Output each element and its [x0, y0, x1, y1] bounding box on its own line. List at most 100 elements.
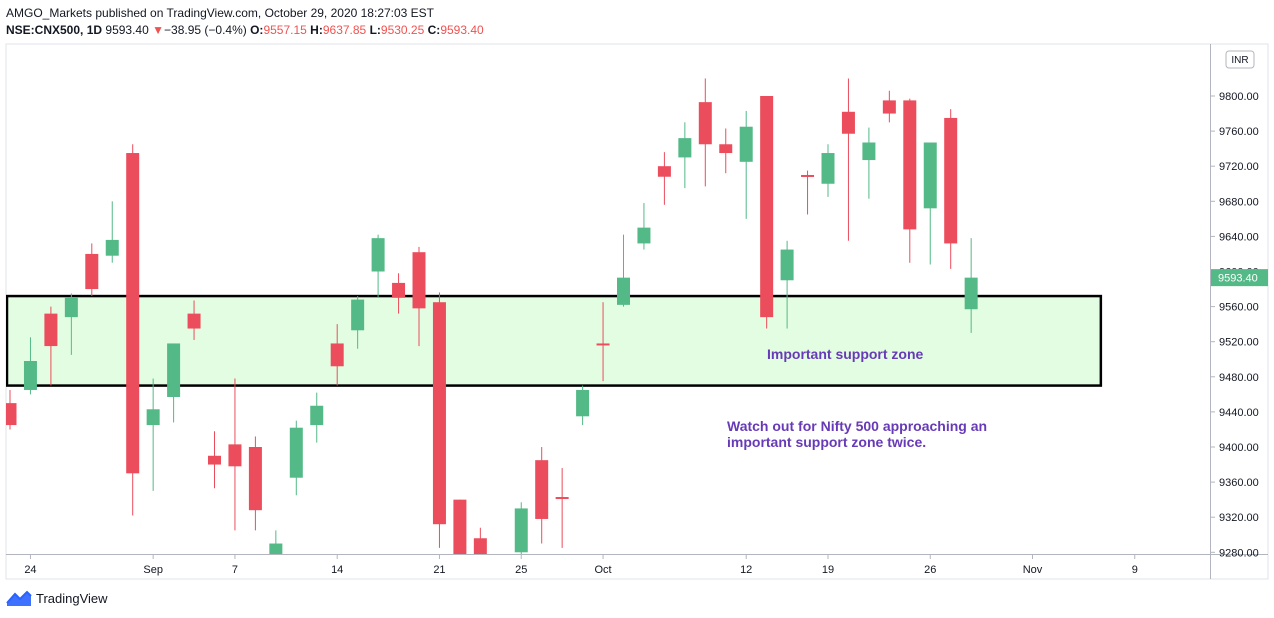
candle[interactable]	[739, 110, 753, 219]
support-zone[interactable]	[6, 294, 1103, 387]
candle[interactable]	[228, 378, 242, 531]
candle[interactable]	[4, 389, 17, 430]
candle-body	[719, 144, 733, 154]
candle[interactable]	[289, 420, 303, 496]
candle[interactable]	[64, 293, 78, 355]
candle[interactable]	[208, 431, 221, 489]
candle[interactable]	[923, 142, 937, 265]
candle-body	[289, 427, 303, 478]
y-tick-label: 9320.00	[1219, 512, 1259, 524]
last-price-tag-label: 9593.40	[1218, 273, 1258, 285]
candle[interactable]	[862, 127, 876, 199]
time-axis[interactable]: 24 Sep 7 14 21 25 Oct 12 19 26 Nov 9	[24, 554, 1138, 576]
x-tick-label: 7	[232, 564, 238, 576]
candle[interactable]	[678, 122, 692, 189]
tradingview-brand: TradingView	[36, 590, 108, 606]
candle[interactable]	[351, 296, 365, 349]
zone-label: Important support zone	[767, 346, 924, 362]
candle-body	[637, 227, 651, 244]
candle-body	[432, 302, 446, 525]
candle[interactable]	[494, 561, 507, 587]
y-tick-label: 9440.00	[1219, 407, 1259, 419]
candle[interactable]	[371, 234, 385, 298]
candles-layer	[4, 78, 978, 587]
candle[interactable]	[882, 90, 896, 123]
candle-body	[371, 238, 385, 272]
candle[interactable]	[146, 378, 160, 491]
candle-body	[657, 166, 671, 177]
candle-body	[473, 538, 487, 554]
candle[interactable]	[617, 234, 630, 307]
candle-body	[514, 508, 528, 553]
candle-body	[596, 343, 610, 346]
candle-body	[248, 447, 262, 511]
candle-body	[535, 460, 549, 519]
candle[interactable]	[657, 152, 671, 205]
candle[interactable]	[187, 300, 201, 340]
y-tick-label: 9760.00	[1219, 126, 1259, 138]
low-label: L:	[369, 23, 381, 37]
symbol-label[interactable]: NSE:CNX500, 1D	[6, 23, 103, 37]
currency-badge[interactable]: INR	[1225, 50, 1255, 69]
candle[interactable]	[637, 203, 651, 250]
candle-body	[576, 389, 590, 417]
y-tick-label: 9680.00	[1219, 196, 1259, 208]
candle[interactable]	[23, 337, 37, 395]
candle[interactable]	[453, 499, 467, 575]
last-price: 9593.40	[105, 23, 149, 37]
candle[interactable]	[248, 436, 262, 531]
candle[interactable]	[698, 78, 712, 187]
close-label: C:	[427, 23, 441, 37]
candle[interactable]	[310, 392, 324, 443]
candle[interactable]	[719, 128, 733, 174]
candle[interactable]	[105, 201, 119, 263]
candle[interactable]	[392, 273, 406, 314]
candle[interactable]	[330, 324, 344, 386]
candle[interactable]	[555, 468, 569, 548]
candle[interactable]	[780, 240, 794, 329]
y-tick-label: 9280.00	[1219, 547, 1259, 559]
candle[interactable]	[596, 302, 610, 382]
candle[interactable]	[412, 246, 426, 347]
x-tick-label: 14	[331, 564, 343, 576]
candle-body	[23, 361, 37, 390]
candle[interactable]	[821, 144, 835, 197]
candle[interactable]	[801, 170, 815, 215]
candle[interactable]	[576, 385, 590, 426]
candle[interactable]	[760, 96, 774, 329]
price-axis[interactable]: 9280.00 9320.00 9360.00 9400.00 9440.00 9480.…	[1210, 91, 1259, 559]
tradingview-footer[interactable]: TradingView	[6, 589, 108, 607]
candle-body	[944, 117, 958, 244]
candle[interactable]	[535, 447, 549, 544]
candle-body	[392, 282, 406, 298]
candle-body	[85, 253, 99, 290]
candle[interactable]	[841, 78, 855, 241]
open-label: O:	[250, 23, 264, 37]
candle-body	[923, 142, 937, 209]
candle[interactable]	[964, 238, 978, 333]
candle[interactable]	[473, 527, 487, 579]
y-tick-label: 9360.00	[1219, 477, 1259, 489]
candle-body	[903, 100, 917, 230]
y-tick-label: 9520.00	[1219, 337, 1259, 349]
candle-body	[64, 297, 78, 318]
candle-body	[882, 100, 896, 114]
candle[interactable]	[44, 306, 58, 386]
candle[interactable]	[269, 530, 283, 561]
candle[interactable]	[85, 243, 99, 297]
annotation-line-1: Watch out for Nifty 500 approaching an	[727, 418, 987, 434]
candle[interactable]	[903, 98, 917, 263]
candle[interactable]	[126, 144, 140, 516]
candle[interactable]	[167, 343, 181, 423]
candle-body	[555, 497, 569, 500]
candle-body	[739, 126, 753, 162]
candle[interactable]	[944, 109, 958, 269]
candle-body	[44, 313, 58, 347]
candle[interactable]	[432, 292, 446, 548]
candle[interactable]	[514, 502, 528, 561]
y-tick-label: 9640.00	[1219, 231, 1259, 243]
high-value: 9637.85	[322, 23, 367, 37]
candle-body	[760, 96, 774, 318]
y-tick-label: 9400.00	[1219, 442, 1259, 454]
